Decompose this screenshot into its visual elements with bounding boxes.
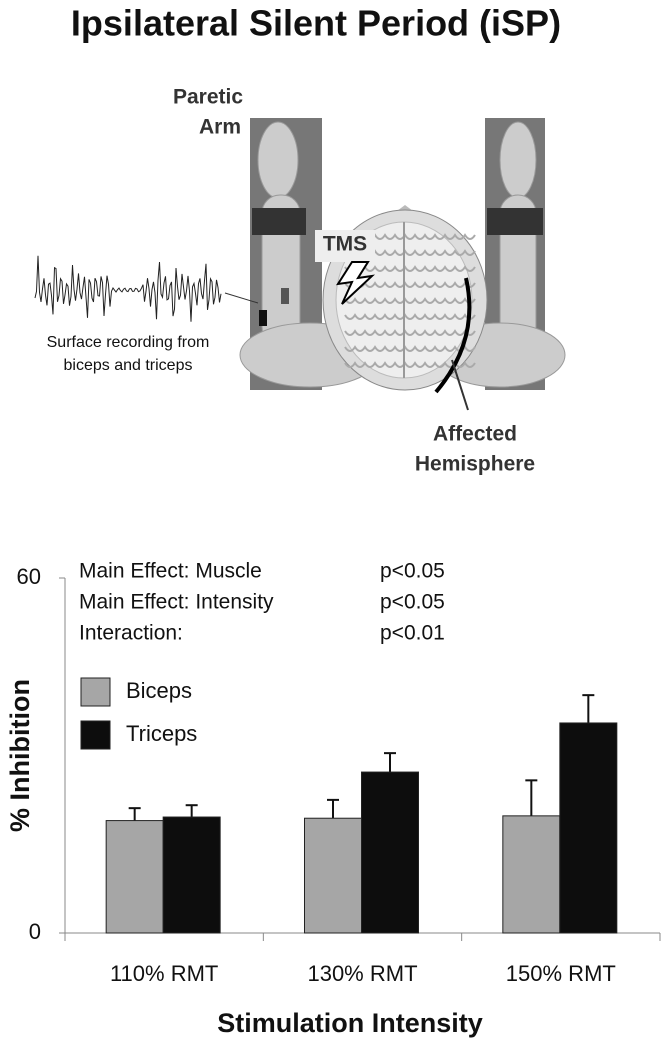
y-tick-label: 60 [17,564,41,589]
arm-label: Arm [199,116,241,139]
x-tick-label: 150% RMT [506,961,616,986]
bar [304,817,362,934]
y-axis-label: % Inhibition [5,679,35,832]
y-tick-label: 0 [29,919,41,944]
electrode [259,310,267,326]
arm-label: Paretic [173,86,243,109]
legend-swatch [80,677,111,707]
x-axis-label: Stimulation Intensity [217,1008,483,1038]
bar [502,815,561,934]
legend-label: Biceps [126,678,192,703]
annotation-label: Interaction: [79,622,183,645]
tms-bolt [335,261,376,305]
tms-box [315,230,375,262]
annotation-label: Main Effect: Muscle [79,560,262,583]
cuff [252,208,306,235]
annotation-p: p<0.05 [380,560,445,583]
tms-label: TMS [323,233,367,256]
bar [105,820,164,934]
brain-folds [344,233,476,368]
recording-label: Surface recording from [47,334,210,351]
electrode [281,288,289,304]
upper-arm [257,121,299,199]
hemisphere-marker [434,277,472,394]
diagram: Paretic Arm TMS Surface recording from b… [34,86,566,476]
recording-label: biceps and triceps [64,357,193,374]
annotation-label: Main Effect: Intensity [79,591,274,614]
bar [162,816,221,934]
pointer [224,292,259,304]
figure-title: Ipsilateral Silent Period (iSP) [71,3,561,44]
x-tick-label: 110% RMT [110,961,218,986]
pointer [451,359,469,411]
hemisphere-label: Hemisphere [415,453,535,476]
bar [559,722,618,934]
annotation-p: p<0.05 [380,591,445,614]
legend-label: Triceps [126,721,197,746]
legend-swatch [80,720,111,750]
x-tick-label: 130% RMT [307,961,417,986]
upper-arm [499,121,537,199]
chart: 0 60 % Inhibition Stimulation Intensity 110%… [5,560,661,1038]
emg-trace [34,255,222,322]
cuff [487,208,543,235]
annotation-p: p<0.01 [380,622,445,645]
hemisphere-label: Affected [433,423,517,446]
bar [361,771,419,934]
